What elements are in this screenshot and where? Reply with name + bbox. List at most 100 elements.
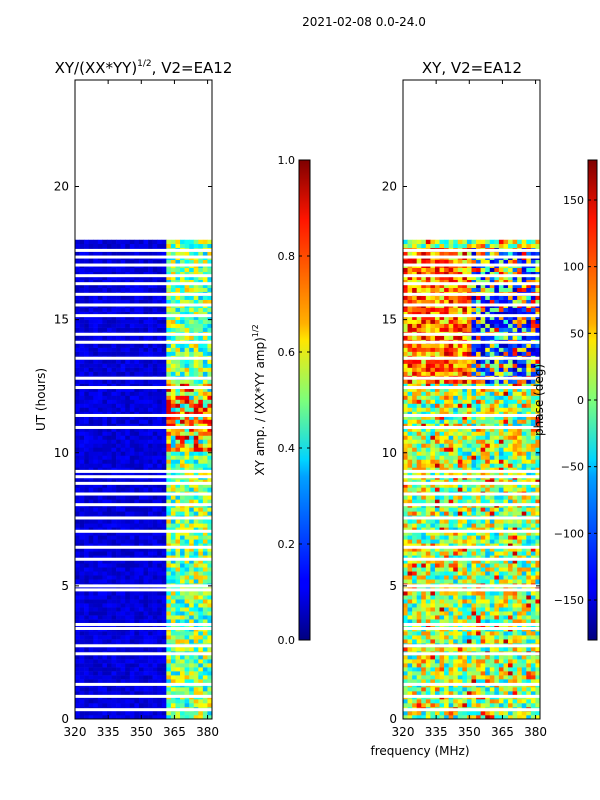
heatmap-cell [88, 279, 94, 284]
heatmap-cell [166, 395, 172, 400]
heatmap-cell [75, 367, 80, 372]
heatmap-cell [407, 603, 413, 608]
heatmap-cell [134, 559, 140, 564]
heatmap-cell [530, 619, 536, 624]
heatmap-cell [466, 691, 472, 696]
heatmap-cell [434, 571, 440, 576]
heatmap-cell [88, 691, 94, 696]
heatmap-cell [134, 675, 140, 680]
heatmap-cell [498, 559, 504, 564]
heatmap-cell [207, 471, 213, 476]
heatmap-cell [175, 267, 181, 272]
heatmap-cell [102, 251, 108, 257]
heatmap-cell [471, 663, 477, 668]
heatmap-cell [106, 615, 112, 620]
heatmap-cell [412, 575, 417, 580]
heatmap-cell [434, 639, 440, 644]
heatmap-cell [106, 447, 112, 452]
heatmap-cell [448, 615, 454, 620]
heatmap-cell [102, 483, 108, 488]
heatmap-cell [116, 595, 121, 600]
heatmap-cell [75, 243, 80, 249]
heatmap-cell [120, 267, 126, 272]
heatmap-cell [102, 299, 108, 304]
heatmap-cell [421, 563, 427, 568]
heatmap-cell [189, 427, 195, 432]
heatmap-cell [79, 471, 85, 476]
flagged-row [75, 314, 212, 318]
amplitude-title-exponent: 1/2 [137, 59, 151, 69]
heatmap-cell [125, 243, 131, 249]
heatmap-cell [439, 599, 445, 604]
heatmap-cell [134, 543, 140, 548]
heatmap-cell [489, 691, 495, 696]
heatmap-cell [170, 655, 176, 660]
heatmap-cell [471, 655, 477, 660]
heatmap-cell [193, 715, 199, 720]
heatmap-cell [125, 467, 131, 472]
heatmap-cell [93, 691, 99, 696]
heatmap-cell [521, 579, 527, 584]
heatmap-cell [175, 327, 181, 332]
heatmap-cell [471, 567, 477, 572]
heatmap-cell [526, 675, 532, 680]
heatmap-cell [202, 359, 208, 364]
heatmap-cell [207, 283, 213, 288]
heatmap-cell [152, 271, 158, 276]
heatmap-cell [471, 647, 477, 652]
heatmap-cell [138, 459, 144, 464]
heatmap-cell [175, 447, 181, 452]
heatmap-cell [535, 567, 541, 572]
heatmap-cell [120, 687, 126, 692]
heatmap-cell [207, 431, 213, 436]
heatmap-cell [106, 559, 112, 564]
heatmap-cell [157, 423, 163, 428]
heatmap-cell [134, 715, 140, 720]
heatmap-cell [508, 563, 513, 568]
heatmap-cell [521, 667, 527, 672]
heatmap-cell [152, 423, 158, 428]
heatmap-cell [485, 699, 491, 704]
heatmap-cell [120, 463, 126, 468]
heatmap-cell [170, 415, 176, 420]
heatmap-cell [189, 511, 195, 516]
heatmap-cell [97, 415, 103, 420]
heatmap-cell [148, 359, 153, 364]
heatmap-cell [93, 591, 99, 596]
heatmap-cell [189, 315, 195, 320]
heatmap-cell [466, 555, 472, 560]
heatmap-cell [512, 599, 518, 604]
heatmap-cell [88, 639, 94, 644]
heatmap-cell [189, 379, 195, 384]
heatmap-cell [498, 591, 504, 596]
heatmap-cell [120, 407, 126, 412]
heatmap-cell [116, 575, 121, 580]
heatmap-cell [466, 699, 472, 704]
heatmap-cell [97, 659, 103, 664]
heatmap-cell [535, 575, 541, 580]
heatmap-cell [198, 575, 204, 580]
heatmap-cell [175, 319, 181, 324]
heatmap-cell [79, 507, 85, 512]
heatmap-cell [157, 431, 163, 436]
heatmap-cell [193, 379, 199, 384]
heatmap-cell [143, 439, 149, 444]
heatmap-cell [116, 635, 121, 640]
heatmap-cell [202, 315, 208, 320]
heatmap-cell [148, 699, 153, 704]
heatmap-cell [498, 635, 504, 640]
heatmap-cell [102, 715, 108, 720]
heatmap-cell [407, 659, 413, 664]
heatmap-cell [125, 599, 131, 604]
heatmap-cell [125, 575, 131, 580]
heatmap-cell [125, 531, 131, 536]
heatmap-cell [175, 511, 181, 516]
heatmap-cell [84, 435, 89, 440]
heatmap-cell [129, 315, 135, 320]
heatmap-cell [97, 499, 103, 504]
heatmap-cell [193, 383, 199, 388]
heatmap-cell [120, 563, 126, 568]
heatmap-cell [152, 367, 158, 372]
heatmap-cell [434, 567, 440, 572]
heatmap-cell [166, 463, 172, 468]
